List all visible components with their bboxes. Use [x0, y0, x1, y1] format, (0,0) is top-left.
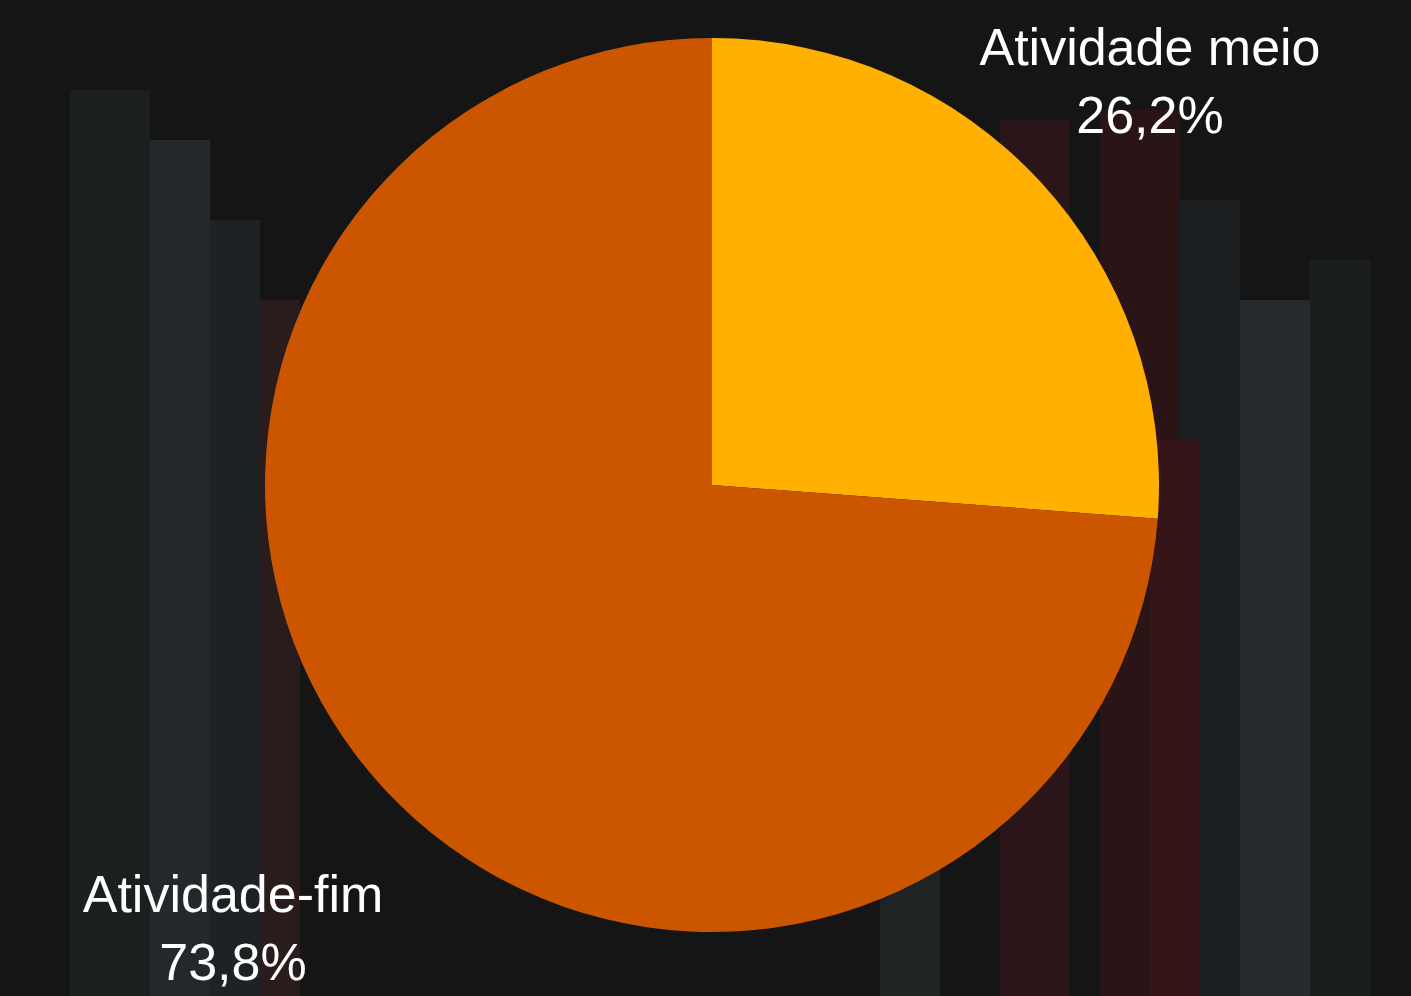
background: [0, 0, 1411, 996]
background-book: [1240, 300, 1310, 996]
slice-label: Atividade meio: [979, 18, 1320, 76]
slice-value: 73,8%: [159, 933, 306, 991]
chart: Atividade meio 26,2% Atividade-fim 73,8%: [0, 0, 1411, 996]
slice-value: 26,2%: [1076, 86, 1223, 144]
background-book: [70, 90, 150, 996]
background-book: [1310, 260, 1370, 996]
background-book: [1150, 440, 1200, 996]
slices: [265, 38, 1159, 932]
pie-slice: [265, 38, 1158, 932]
slice-label: Atividade-fim: [83, 865, 384, 923]
